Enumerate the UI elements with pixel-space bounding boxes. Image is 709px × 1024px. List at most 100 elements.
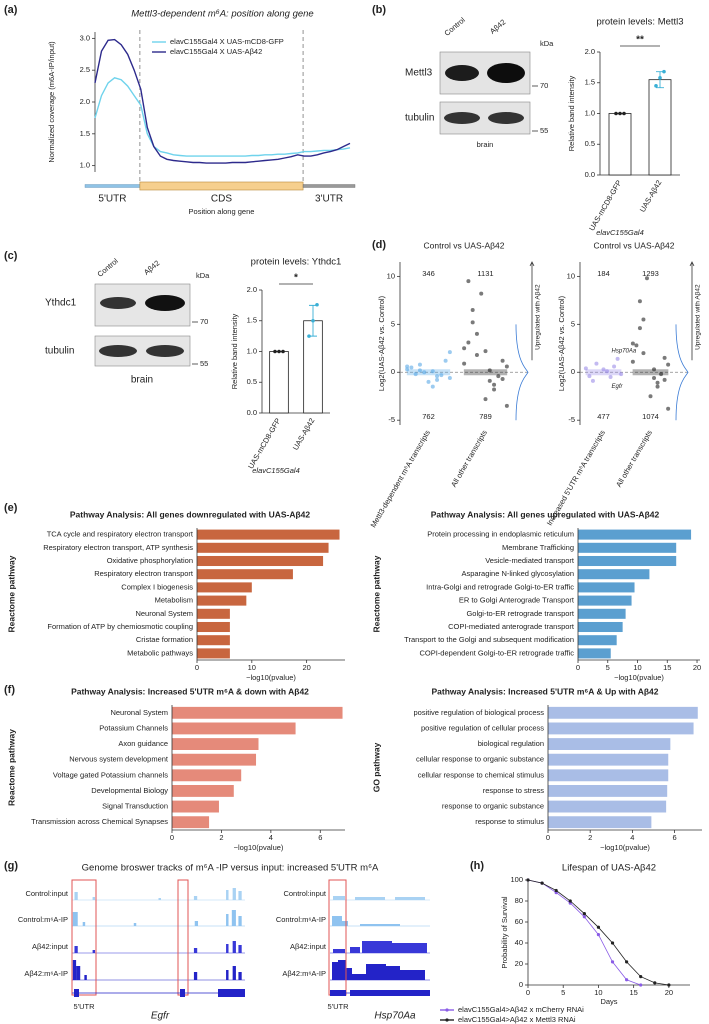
bar: [578, 582, 635, 593]
lane-label: Control: [443, 15, 468, 38]
x-tick-label: 0: [195, 663, 199, 672]
marker: 70: [540, 81, 548, 90]
bar: [548, 816, 652, 829]
category-label: response to stimulus: [475, 817, 544, 826]
data-point: [622, 111, 626, 116]
bar: [172, 722, 296, 735]
track-peak: [193, 972, 198, 980]
data-point: [447, 376, 452, 381]
density-band: [463, 369, 508, 376]
data-point: [466, 340, 471, 345]
gene-annotation: Egfr: [612, 384, 624, 390]
track-peak: [352, 974, 366, 980]
row-label: Mettl3: [405, 68, 433, 79]
chart-title: Pathway Analysis: All genes upregulated …: [431, 509, 660, 519]
y-tick-label: 0.0: [585, 170, 595, 179]
y-tick-label: 0: [571, 367, 575, 376]
bar: [197, 595, 247, 606]
y-axis-label: GO pathway: [371, 742, 381, 792]
category-label: Respiratory electron transport, ATP synt…: [43, 543, 193, 552]
track-peak: [238, 972, 242, 980]
data-point: [466, 279, 471, 284]
x-tick-label: All other transcripts: [449, 428, 489, 488]
category-label: positive regulation of cellular process: [421, 723, 544, 732]
data-point: [583, 366, 588, 371]
track-peak: [194, 921, 199, 926]
x-tick-label: 4: [630, 833, 634, 842]
region-label: 5'UTR: [73, 1002, 95, 1011]
panel-label: (b): [372, 4, 386, 16]
category-label: Transport to the Golgi and subsequent mo…: [404, 635, 574, 644]
bar: [172, 785, 234, 797]
track-peak: [332, 962, 338, 980]
down-count: 789: [479, 412, 492, 421]
y-tick-label: 80: [515, 896, 523, 905]
track-peak: [238, 891, 242, 900]
y-tick-label: -5: [568, 415, 575, 424]
data-point: [630, 341, 635, 346]
category-label: Cristae formation: [136, 635, 193, 644]
data-point: [409, 365, 414, 370]
bar: [172, 753, 257, 766]
down-count: 1074: [642, 412, 659, 421]
panel-label: (f): [4, 684, 15, 696]
track-peak: [74, 892, 78, 900]
chart-title: Control vs UAS-Aβ42: [594, 240, 675, 250]
marker: [554, 888, 558, 893]
data-point: [277, 349, 281, 354]
marker: [582, 912, 586, 916]
y-tick-label: 3.0: [80, 33, 90, 42]
region-label: 5'UTR: [327, 1002, 349, 1011]
track-peak: [238, 945, 242, 953]
data-point: [273, 349, 277, 354]
y-tick-label: 5: [391, 319, 395, 328]
exon: [218, 989, 245, 997]
data-point: [435, 374, 440, 379]
y-tick-label: 10: [387, 271, 395, 280]
x-tick-label: 2: [219, 833, 223, 842]
data-point: [637, 299, 642, 304]
track-peak: [76, 966, 81, 980]
y-tick-label: 1.0: [80, 161, 90, 170]
panel-label: (h): [470, 860, 484, 872]
density-curve: [515, 324, 529, 421]
category-label: ER to Golgi Anterograde Transport: [459, 596, 575, 605]
tissue: brain: [477, 140, 494, 149]
legend-label: elavC155Gal4 X UAS-mCD8-GFP: [170, 37, 284, 46]
track-peak: [72, 912, 78, 926]
bar: [578, 569, 650, 580]
category-label: Asparagine N-linked glycosylation: [461, 569, 574, 578]
bar: [648, 79, 672, 176]
track-label: Control:m⁶A-IP: [276, 915, 326, 924]
data-point: [630, 359, 635, 364]
category-label: Neuronal System: [135, 609, 193, 618]
chart-title: protein levels: Mettl3: [596, 17, 683, 28]
track-peak: [92, 897, 96, 900]
bar: [578, 529, 692, 540]
bar: [578, 621, 623, 633]
x-tick-label: 5: [606, 663, 610, 672]
x-tick-label: 5: [561, 988, 565, 997]
lane-label: Aβ42: [142, 258, 161, 276]
bar: [172, 706, 343, 719]
track-peak: [338, 960, 346, 980]
y-axis-label: Log2(UAS-Aβ42 vs. Control): [377, 295, 386, 391]
track-label: Control:input: [283, 889, 326, 898]
data-point: [487, 378, 492, 383]
series-line: [527, 879, 669, 986]
category-label: Protein processing in endoplasmic reticu…: [427, 530, 574, 539]
marker: [596, 925, 601, 929]
bar: [548, 785, 668, 797]
category-label: Golgi-to-ER retrograde transport: [466, 609, 574, 618]
data-point: [311, 318, 315, 323]
marker: 70: [200, 317, 208, 326]
y-tick-label: 1.5: [585, 78, 595, 87]
category-label: COPI-mediated anterograde transport: [448, 622, 575, 631]
data-point: [666, 362, 671, 367]
category-label: Developmental Biology: [91, 786, 168, 795]
marker: [639, 983, 643, 987]
utr-bar: [84, 184, 141, 188]
data-point: [470, 307, 475, 312]
data-point: [637, 326, 642, 331]
row-label: tubulin: [45, 346, 74, 357]
